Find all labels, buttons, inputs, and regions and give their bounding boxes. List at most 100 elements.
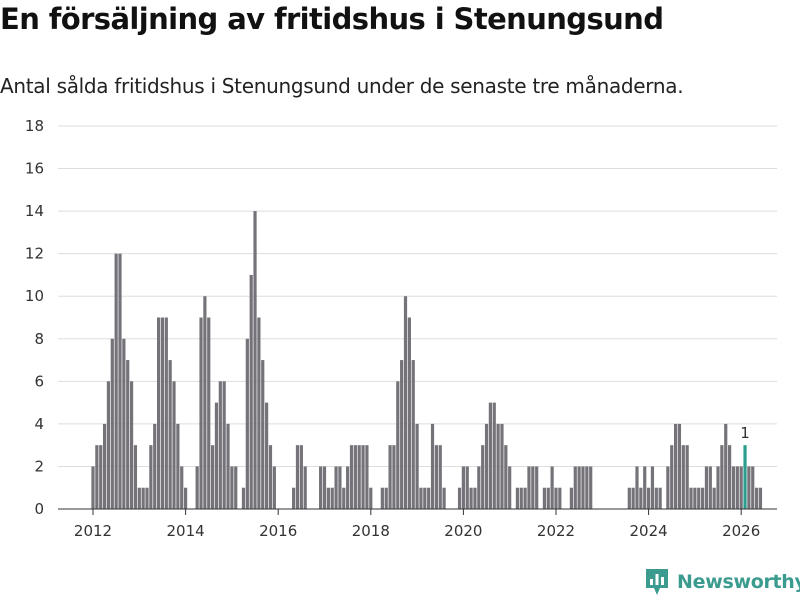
bar: [689, 487, 693, 509]
bar: [427, 487, 431, 509]
bar: [95, 445, 99, 509]
y-tick-label: 12: [25, 245, 44, 263]
bar: [241, 487, 246, 509]
bar: [114, 253, 118, 509]
bar: [349, 445, 354, 509]
bar: [326, 487, 330, 509]
bar: [434, 445, 438, 509]
y-tick-label: 8: [34, 330, 44, 348]
bar: [728, 445, 732, 509]
x-tick-label: 2016: [259, 522, 297, 540]
bar: [342, 487, 346, 509]
y-tick-label: 18: [25, 117, 44, 135]
bar: [353, 445, 357, 509]
bar: [569, 487, 574, 509]
bar: [118, 253, 122, 509]
brand-name: Newsworthy: [677, 571, 800, 593]
bar: [654, 487, 658, 509]
chart-subtitle: Antal sålda fritidshus i Stenungsund und…: [0, 74, 684, 98]
y-tick-label: 14: [25, 202, 44, 220]
newsworthy-logo-icon: [646, 569, 668, 595]
bar: [500, 423, 504, 509]
bar: [577, 466, 581, 509]
y-tick-label: 0: [34, 500, 44, 518]
bar: [747, 466, 751, 509]
x-tick-label: 2026: [722, 522, 760, 540]
bar: [91, 466, 95, 509]
y-tick-label: 6: [34, 372, 44, 390]
bar: [403, 296, 408, 509]
bar: [430, 423, 435, 509]
bar: [203, 296, 207, 509]
bar: [303, 466, 307, 509]
bar: [295, 445, 300, 509]
bar: [673, 423, 678, 509]
y-tick-label: 2: [34, 457, 44, 475]
bar: [261, 360, 265, 509]
bar: [126, 360, 130, 509]
latest-value-label: 1: [740, 424, 750, 442]
bar: [292, 487, 296, 509]
bar: [365, 445, 369, 509]
bar: [102, 423, 107, 509]
bar: [122, 338, 126, 509]
bar: [465, 466, 469, 509]
bar: [407, 317, 411, 509]
bar: [581, 466, 585, 509]
bar: [515, 487, 519, 509]
bar: [658, 487, 662, 509]
bar: [758, 487, 763, 509]
bar: [724, 423, 728, 509]
bar: [666, 466, 670, 509]
bar: [211, 445, 215, 509]
bar: [558, 487, 562, 509]
bar: [488, 402, 492, 509]
bar: [369, 487, 373, 509]
bar: [627, 487, 631, 509]
bar: [388, 445, 392, 509]
bar: [681, 445, 685, 509]
bar: [145, 487, 149, 509]
bar: [245, 338, 249, 509]
bar: [184, 487, 188, 509]
bar: [461, 466, 465, 509]
bar: [176, 423, 180, 509]
bar: [338, 466, 342, 509]
bar: [160, 317, 165, 509]
bar: [392, 445, 396, 509]
bar: [639, 487, 643, 509]
x-tick-label: 2024: [630, 522, 668, 540]
bar: [423, 487, 427, 509]
bar-latest: [743, 445, 747, 509]
bar: [712, 487, 716, 509]
bar: [222, 381, 226, 509]
bar: [384, 487, 388, 509]
bar: [442, 487, 446, 509]
bar: [106, 381, 111, 509]
bar: [133, 445, 138, 509]
bar: [180, 466, 184, 509]
bar: [357, 445, 361, 509]
bar: [554, 487, 558, 509]
bar: [396, 381, 400, 509]
bar: [400, 360, 404, 509]
x-tick-label: 2018: [352, 522, 390, 540]
bar: [731, 466, 736, 509]
bar: [751, 466, 755, 509]
bar: [546, 487, 550, 509]
bar: [492, 402, 496, 509]
bar: [168, 360, 172, 509]
bar: [646, 487, 651, 509]
bar: [214, 402, 219, 509]
bar: [234, 466, 238, 509]
bar: [380, 487, 384, 509]
bar: [99, 445, 103, 509]
bar: [207, 317, 211, 509]
bar: [415, 423, 419, 509]
bar: [226, 423, 230, 509]
bar: [361, 445, 365, 509]
bar: [346, 466, 350, 509]
bar: [735, 466, 739, 509]
bar: [195, 466, 199, 509]
x-tick-label: 2012: [74, 522, 112, 540]
